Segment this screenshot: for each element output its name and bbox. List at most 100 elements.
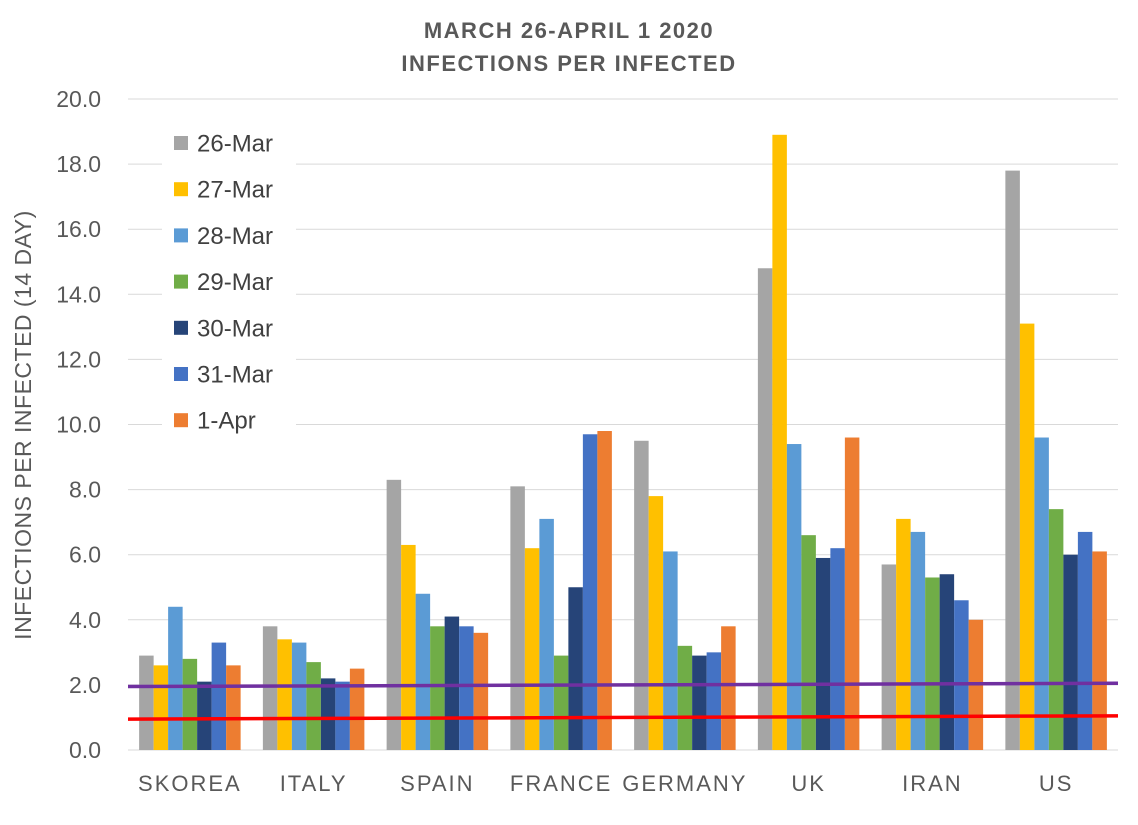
x-category-label: GERMANY <box>622 771 747 796</box>
bar-iran-27-mar <box>896 518 911 750</box>
bar-italy-30-mar <box>320 678 336 750</box>
bar-germany-26-mar <box>634 440 649 750</box>
bar-germany-28-mar <box>663 551 678 750</box>
bar-spain-27-mar <box>401 544 416 750</box>
x-category-label: UK <box>791 771 826 796</box>
bar-germany-27-mar <box>648 496 664 750</box>
bar-us-1-apr <box>1092 551 1107 750</box>
y-tick-label: 18.0 <box>56 151 101 177</box>
bar-us-30-mar <box>1063 554 1078 750</box>
y-tick-label: 14.0 <box>56 281 101 307</box>
bar-france-27-mar <box>524 548 540 750</box>
bar-france-29-mar <box>553 655 569 750</box>
chart-title: MARCH 26-APRIL 1 2020 <box>424 18 714 43</box>
bar-uk-27-mar <box>772 134 787 750</box>
legend-swatch <box>174 182 188 197</box>
legend-swatch <box>174 413 188 428</box>
bar-uk-1-apr <box>844 437 860 750</box>
bar-spain-29-mar <box>430 626 445 750</box>
y-tick-label: 6.0 <box>69 542 101 568</box>
legend-swatch <box>174 136 188 150</box>
bar-france-26-mar <box>510 486 525 750</box>
bar-germany-29-mar <box>677 645 693 750</box>
bar-spain-28-mar <box>415 593 431 750</box>
bar-uk-30-mar <box>815 557 831 750</box>
bar-italy-26-mar <box>262 626 278 750</box>
legend-swatch <box>174 367 188 381</box>
bar-us-26-mar <box>1005 170 1020 751</box>
legend-label: 1-Apr <box>197 408 256 435</box>
reference-line-2 <box>127 714 1119 721</box>
y-axis-ticks: 0.0 2.0 4.0 6.0 8.0 10.0 12.0 14.0 16.0 18.0 20.0 <box>56 86 101 763</box>
bar-uk-31-mar <box>830 548 845 750</box>
bar-iran-31-mar <box>954 600 969 750</box>
legend-swatch <box>174 228 188 243</box>
bar-spain-30-mar <box>444 616 460 750</box>
bar-italy-27-mar <box>277 639 292 750</box>
legend-swatch <box>174 320 188 335</box>
bar-skorea-29-mar <box>182 658 198 750</box>
x-category-label: IRAN <box>902 771 963 796</box>
x-category-label: FRANCE <box>510 771 612 796</box>
y-tick-label: 20.0 <box>56 86 101 112</box>
legend-label: 26-Mar <box>197 131 273 158</box>
legend-swatch <box>174 274 188 289</box>
bar-spain-26-mar <box>386 479 402 750</box>
reference-line-1 <box>127 681 1119 689</box>
bar-italy-31-mar <box>335 681 350 750</box>
y-tick-label: 2.0 <box>69 672 101 698</box>
bar-skorea-1-apr <box>226 665 241 750</box>
bar-skorea-30-mar <box>197 681 212 750</box>
x-axis-categories: SKOREA ITALY SPAIN FRANCE GERMANY UK IRAN US <box>138 771 1074 796</box>
bars <box>139 134 1107 751</box>
chart-subtitle: INFECTIONS PER INFECTED <box>401 51 736 76</box>
bar-germany-31-mar <box>706 652 722 750</box>
legend-label: 29-Mar <box>197 269 273 296</box>
bar-us-28-mar <box>1034 437 1049 750</box>
x-category-label: US <box>1039 771 1074 796</box>
bar-spain-1-apr <box>473 632 489 750</box>
bar-skorea-26-mar <box>139 655 154 750</box>
bar-italy-29-mar <box>306 662 321 750</box>
bar-iran-26-mar <box>881 564 897 750</box>
bar-iran-28-mar <box>910 531 926 750</box>
y-tick-label: 16.0 <box>56 216 101 242</box>
reference-lines <box>127 681 1119 721</box>
legend: 26-Mar 27-Mar 28-Mar 29-Mar 30-Mar 31-Mar 1-Ap… <box>162 122 296 440</box>
bar-uk-29-mar <box>801 535 816 750</box>
x-category-label: ITALY <box>280 771 348 796</box>
legend-label: 31-Mar <box>197 362 273 389</box>
y-axis-title: INFECTIONS PER INFECTED (14 DAY) <box>10 210 36 640</box>
bar-uk-28-mar <box>786 444 802 750</box>
bar-skorea-28-mar <box>168 606 183 750</box>
bar-germany-30-mar <box>692 655 707 750</box>
y-tick-label: 8.0 <box>69 477 101 503</box>
y-tick-label: 12.0 <box>56 346 101 372</box>
bar-france-28-mar <box>539 518 554 750</box>
y-tick-label: 0.0 <box>69 737 101 763</box>
y-tick-label: 4.0 <box>69 607 101 633</box>
legend-label: 27-Mar <box>197 177 273 204</box>
y-tick-label: 10.0 <box>56 412 101 438</box>
bar-us-27-mar <box>1019 323 1035 750</box>
bar-us-29-mar <box>1048 509 1064 750</box>
bar-spain-31-mar <box>459 626 474 750</box>
bar-uk-26-mar <box>757 268 773 750</box>
bar-us-31-mar <box>1077 531 1093 750</box>
x-category-label: SPAIN <box>400 771 474 796</box>
bar-iran-30-mar <box>939 574 955 750</box>
bar-germany-1-apr <box>721 626 736 750</box>
bar-france-31-mar <box>582 434 598 750</box>
bar-italy-1-apr <box>349 668 365 750</box>
legend-label: 28-Mar <box>197 223 273 250</box>
bar-skorea-27-mar <box>153 665 169 750</box>
bar-italy-28-mar <box>291 642 307 750</box>
legend-label: 30-Mar <box>197 315 273 342</box>
bar-iran-29-mar <box>925 577 940 750</box>
x-category-label: SKOREA <box>138 771 242 796</box>
bar-france-1-apr <box>597 431 612 750</box>
bar-skorea-31-mar <box>211 642 227 750</box>
bar-france-30-mar <box>568 587 583 750</box>
